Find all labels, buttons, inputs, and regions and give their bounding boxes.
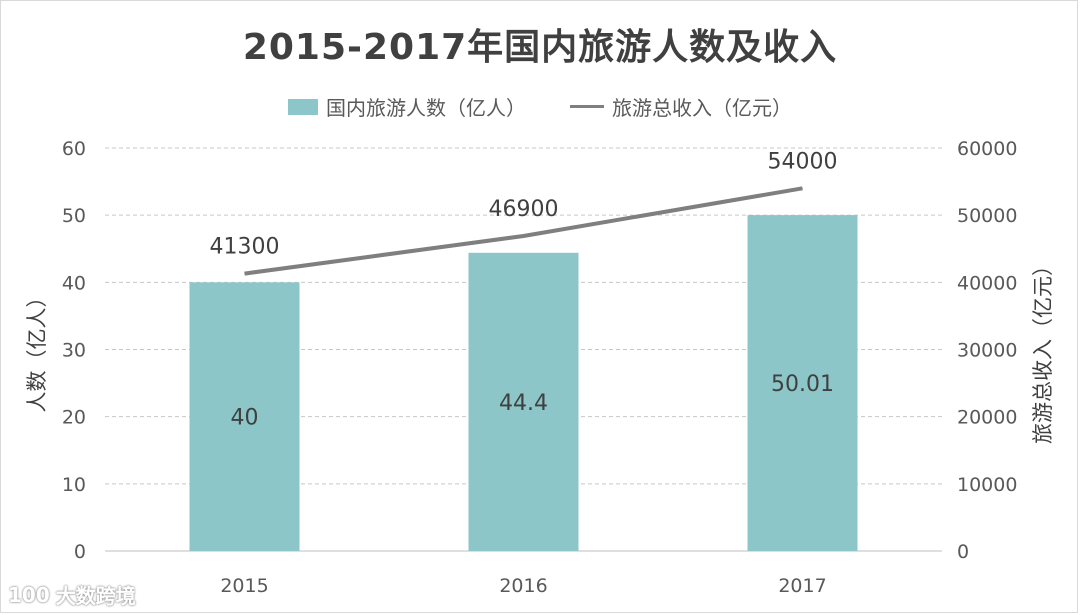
y-tick-label: 50 [62,205,86,227]
watermark: 100 大数跨境 [8,580,136,609]
y-axis-title: 人数（亿人） [25,287,49,413]
legend-item-visitors: 国内旅游人数（亿人） [288,92,526,121]
legend-label-revenue: 旅游总收入（亿元） [612,96,792,120]
bar-data-label: 50.01 [771,372,834,397]
y2-tick-label: 20000 [957,407,1017,429]
y-tick-label: 30 [62,340,86,362]
legend-label-visitors: 国内旅游人数（亿人） [326,96,526,120]
bar-data-label: 44.4 [499,391,548,416]
legend-swatch-line [570,105,604,108]
bar [468,252,579,551]
line-data-label: 54000 [768,149,838,174]
x-tick-label: 2016 [499,575,547,597]
y2-axis-title: 旅游总收入（亿元） [1031,255,1055,444]
revenue-line [244,186,803,276]
y-tick-label: 40 [62,272,86,294]
y2-tick-label: 30000 [957,340,1017,362]
x-tick-label: 2015 [220,575,268,597]
y-tick-label: 60 [62,138,86,160]
legend-item-revenue: 旅游总收入（亿元） [570,92,792,121]
chart-title: 2015-2017年国内旅游人数及收入 [242,27,838,68]
bar-data-label: 40 [231,406,259,431]
y2-tick-label: 40000 [957,272,1017,294]
y-tick-label: 0 [74,541,86,563]
line-data-label: 41300 [210,235,280,260]
y2-tick-label: 60000 [957,138,1017,160]
y2-tick-label: 50000 [957,205,1017,227]
y2-tick-label: 0 [957,541,969,563]
watermark-text: 大数跨境 [55,584,136,608]
y-tick-label: 10 [62,474,86,496]
y-tick-label: 20 [62,407,86,429]
bar [189,282,300,551]
x-tick-label: 2017 [778,575,826,597]
watermark-logo: 100 [8,582,50,607]
chart-legend: 国内旅游人数（亿人） 旅游总收入（亿元） [0,92,1080,121]
legend-swatch-bar [288,98,318,115]
bar [747,215,858,552]
y2-tick-label: 10000 [957,474,1017,496]
line-data-label: 46900 [489,197,559,222]
